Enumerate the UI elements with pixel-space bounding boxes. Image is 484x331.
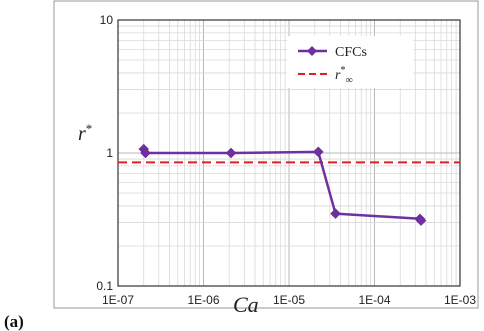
y-axis-label: r* xyxy=(78,121,92,145)
x-tick-label: 1E-05 xyxy=(273,293,305,307)
y-tick-label: 10 xyxy=(100,13,114,27)
series-line-cfcs xyxy=(142,148,423,222)
y-tick-label: 1 xyxy=(106,146,113,160)
legend-cfcs-marker xyxy=(307,46,317,56)
plot-area-border xyxy=(117,19,461,287)
data-point-cfcs xyxy=(330,208,341,219)
legend-cfcs-label: CFCs xyxy=(335,45,367,60)
x-tick-labels: 1E-07 1E-06 1E-05 1E-04 1E-03 xyxy=(102,293,476,307)
x-axis-label: Ca xyxy=(233,292,259,317)
data-point-cfcs xyxy=(225,147,237,159)
legend: CFCs r*∞ xyxy=(287,36,413,88)
legend-ref-label: r*∞ xyxy=(335,65,353,86)
x-tick-label: 1E-04 xyxy=(358,293,390,307)
y-tick-labels: 0.1 1 10 xyxy=(96,13,113,293)
legend-box xyxy=(287,36,413,88)
data-point-cfcs xyxy=(312,146,324,158)
x-tick-label: 1E-06 xyxy=(187,293,219,307)
series-layer xyxy=(138,143,427,227)
x-tick-label: 1E-07 xyxy=(102,293,134,307)
panel-label: (a) xyxy=(4,312,24,331)
data-point-cfcs xyxy=(415,215,427,227)
data-point-cfcs xyxy=(140,147,151,159)
y-tick-label: 0.1 xyxy=(96,279,113,293)
chart-frame xyxy=(53,0,479,309)
x-tick-label: 1E-03 xyxy=(444,293,476,307)
